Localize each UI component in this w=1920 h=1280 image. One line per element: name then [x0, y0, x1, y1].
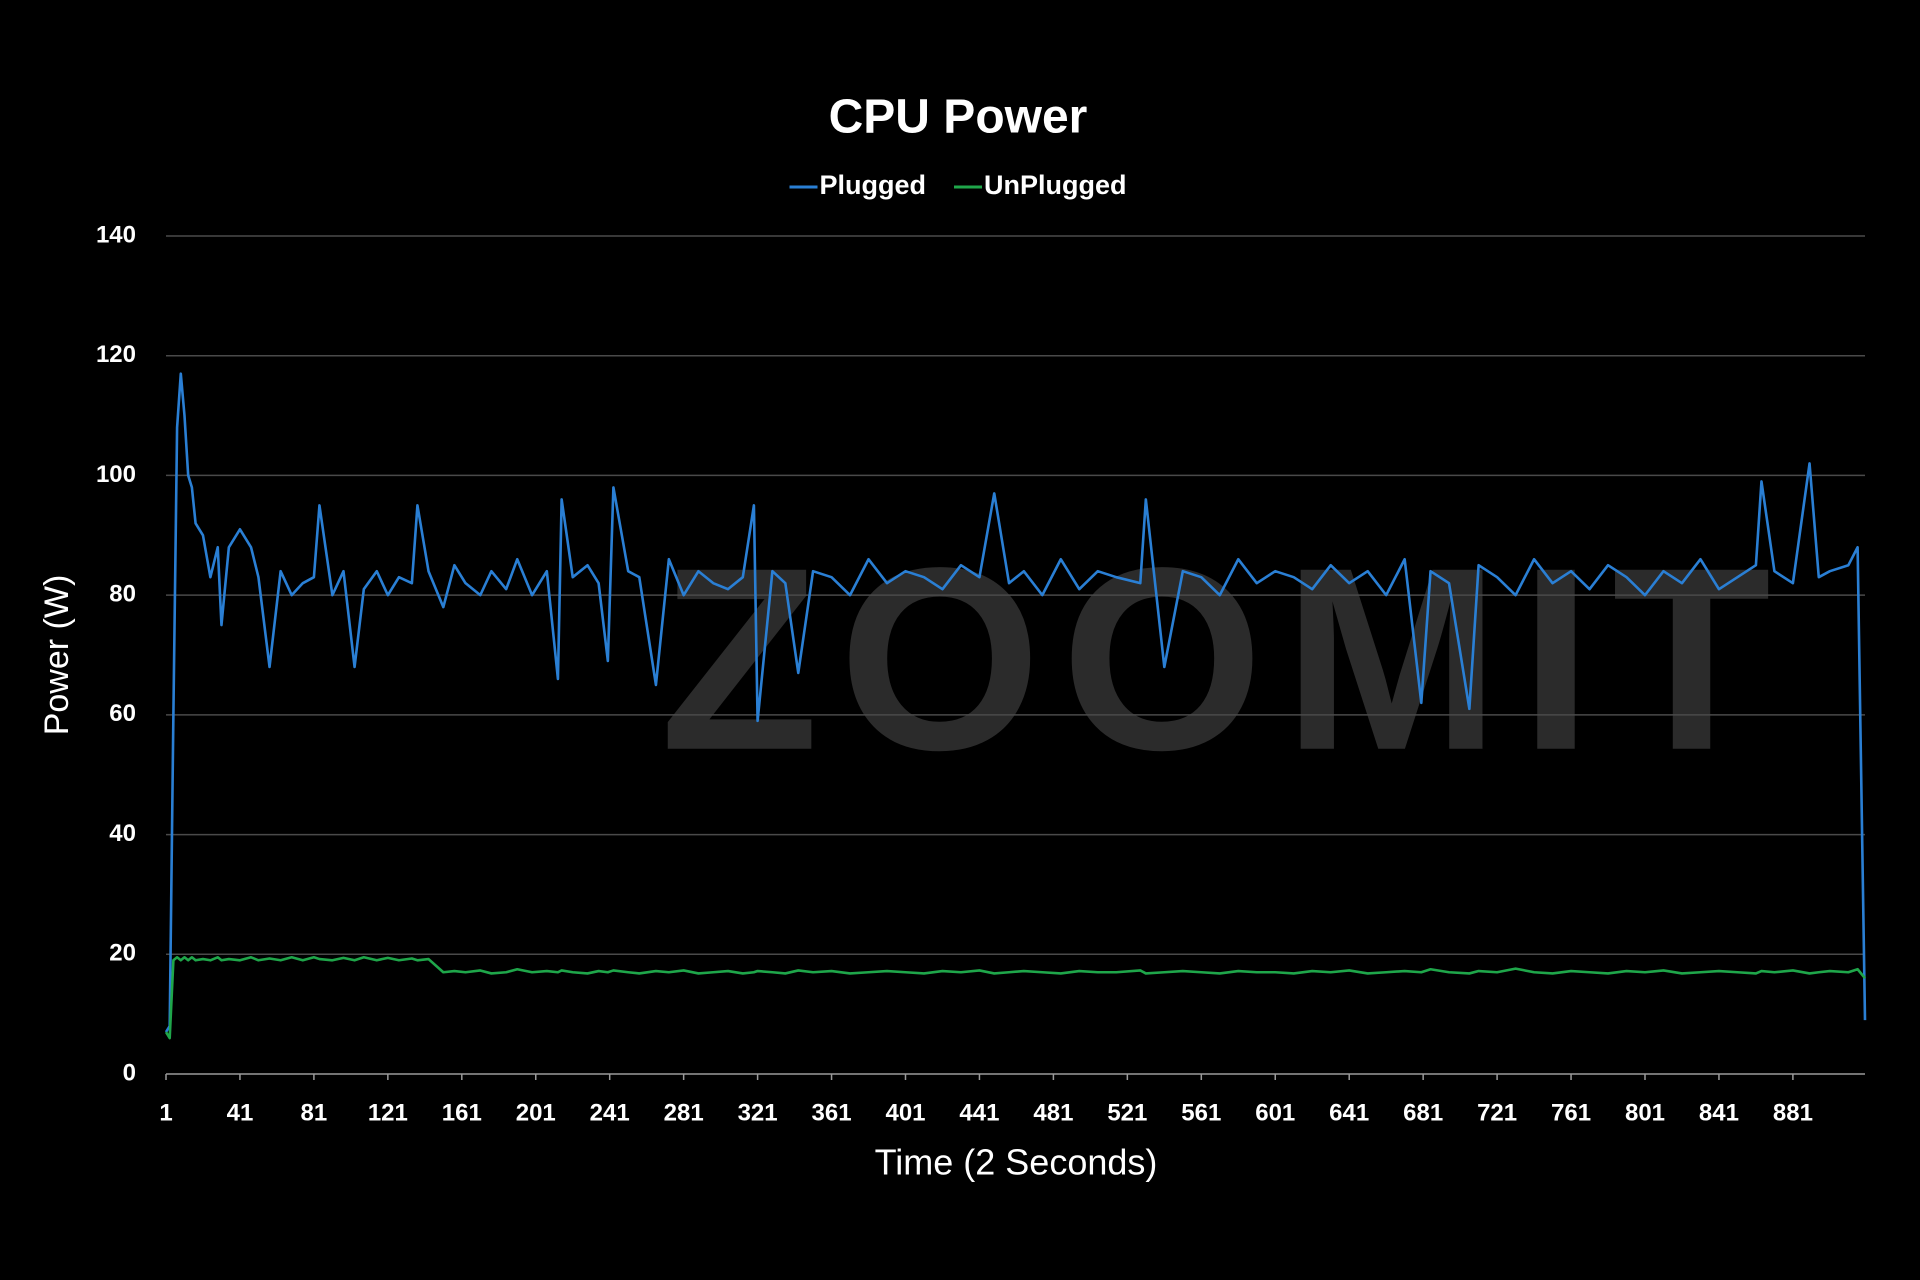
x-tick-label: 81 [301, 1099, 328, 1126]
x-tick-label: 681 [1403, 1099, 1443, 1126]
chart-title: CPU Power [829, 91, 1088, 144]
data-line [164, 955, 1867, 1040]
x-tick-label: 761 [1551, 1099, 1591, 1126]
legend-label: UnPlugged [984, 170, 1127, 200]
x-tick-label: 281 [664, 1099, 704, 1126]
x-tick-label: 241 [590, 1099, 630, 1126]
x-tick-label: 1 [159, 1099, 172, 1126]
watermark: ZOOMIT [660, 515, 1791, 805]
y-tick-label: 120 [96, 341, 136, 368]
x-tick-label: 121 [368, 1099, 408, 1126]
x-tick-label: 441 [959, 1099, 999, 1126]
legend-label: Plugged [820, 170, 927, 200]
y-tick-label: 100 [96, 461, 136, 488]
x-tick-label: 601 [1255, 1099, 1295, 1126]
y-tick-label: 0 [123, 1059, 136, 1086]
y-tick-label: 40 [109, 820, 136, 847]
x-tick-label: 721 [1477, 1099, 1517, 1126]
x-tick-label: 521 [1107, 1099, 1147, 1126]
x-tick-label: 201 [516, 1099, 556, 1126]
x-tick-label: 561 [1181, 1099, 1221, 1126]
legend: Plugged UnPlugged [789, 170, 1127, 200]
x-tick-label: 361 [812, 1099, 852, 1126]
y-axis-label: Power (W) [38, 575, 76, 736]
x-tick-label: 481 [1033, 1099, 1073, 1126]
y-tick-label: 60 [109, 700, 136, 727]
y-tick-label: 20 [109, 940, 136, 967]
x-axis-label: Time (2 Seconds) [875, 1142, 1158, 1183]
x-tick-label: 41 [227, 1099, 254, 1126]
x-tick-label: 841 [1699, 1099, 1739, 1126]
y-tick-label: 80 [109, 580, 136, 607]
x-tick-label: 881 [1773, 1099, 1813, 1126]
x-tick-label: 801 [1625, 1099, 1665, 1126]
data-line [164, 372, 1867, 1033]
x-tick-label: 401 [885, 1099, 925, 1126]
y-tick-label: 140 [96, 221, 136, 248]
x-tick-label: 641 [1329, 1099, 1369, 1126]
x-tick-label: 321 [738, 1099, 778, 1126]
x-tick-label: 161 [442, 1099, 482, 1126]
